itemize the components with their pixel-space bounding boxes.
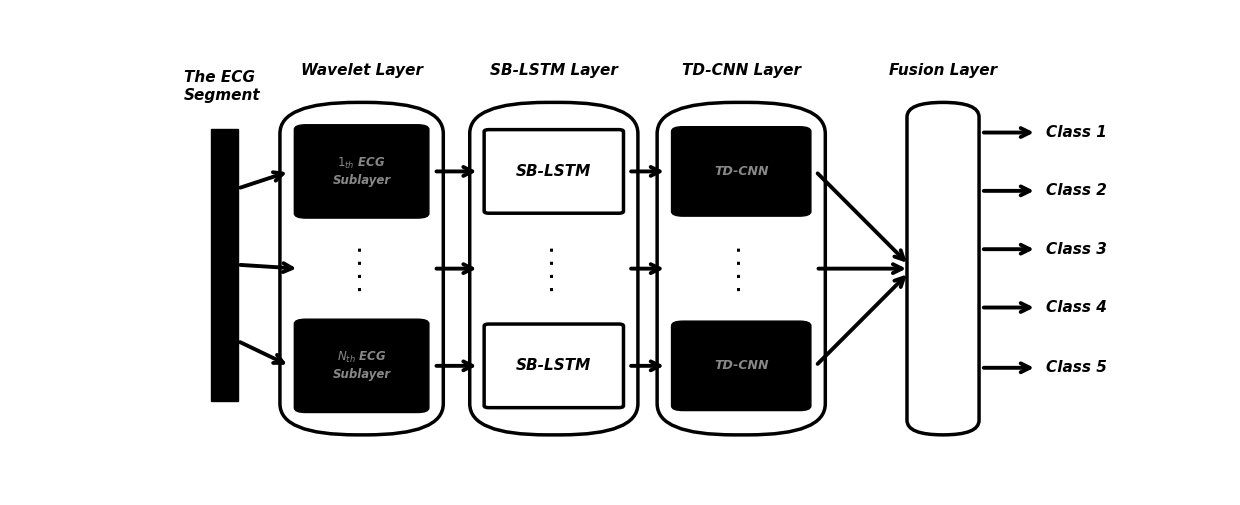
Text: SB-LSTM Layer: SB-LSTM Layer — [490, 63, 618, 78]
FancyBboxPatch shape — [484, 130, 624, 213]
FancyBboxPatch shape — [484, 324, 624, 408]
Text: TD-CNN: TD-CNN — [714, 360, 769, 372]
Bar — [211, 129, 238, 401]
Text: Fusion Layer: Fusion Layer — [889, 63, 997, 78]
FancyBboxPatch shape — [470, 103, 637, 435]
Text: $1_{th}$ ECG
Sublayer: $1_{th}$ ECG Sublayer — [332, 156, 391, 187]
FancyBboxPatch shape — [906, 103, 980, 435]
Text: SB-LSTM: SB-LSTM — [516, 359, 591, 373]
Text: Class 3: Class 3 — [1047, 242, 1107, 257]
FancyBboxPatch shape — [294, 319, 429, 413]
Text: Class 1: Class 1 — [1047, 125, 1107, 140]
Text: Class 2: Class 2 — [1047, 183, 1107, 198]
FancyBboxPatch shape — [672, 127, 811, 216]
Text: Class 4: Class 4 — [1047, 300, 1107, 315]
FancyBboxPatch shape — [672, 321, 811, 411]
Text: · · · ·: · · · · — [732, 245, 750, 292]
Text: TD-CNN: TD-CNN — [714, 165, 769, 178]
FancyBboxPatch shape — [280, 103, 444, 435]
Text: SB-LSTM: SB-LSTM — [516, 164, 591, 179]
Text: $N_{th}$ ECG
Sublayer: $N_{th}$ ECG Sublayer — [332, 350, 391, 381]
Text: The ECG
Segment: The ECG Segment — [184, 70, 260, 103]
Text: TD-CNN Layer: TD-CNN Layer — [682, 63, 801, 78]
Text: · · · ·: · · · · — [544, 245, 563, 292]
Text: Wavelet Layer: Wavelet Layer — [300, 63, 423, 78]
FancyBboxPatch shape — [294, 125, 429, 218]
FancyBboxPatch shape — [657, 103, 826, 435]
Text: Class 5: Class 5 — [1047, 360, 1107, 375]
Text: · · · ·: · · · · — [352, 245, 371, 292]
